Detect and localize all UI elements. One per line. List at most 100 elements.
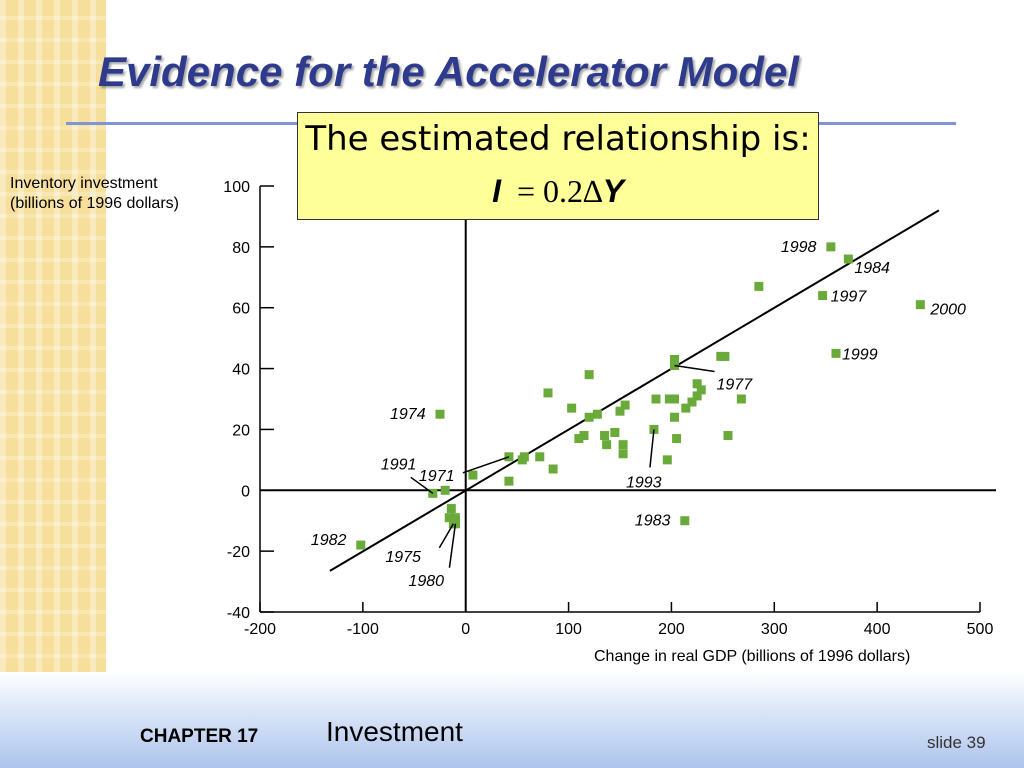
slide-title: Evidence for the Accelerator Model	[98, 48, 799, 95]
fit-line	[329, 209, 940, 572]
equation-coefficient: 0.2	[543, 173, 583, 209]
equation-lhs: I	[492, 173, 501, 209]
data-point	[692, 391, 702, 401]
data-point	[450, 513, 460, 523]
data-point	[723, 431, 733, 441]
point-year-label: 1974	[390, 406, 426, 423]
label-leader-line	[410, 476, 434, 494]
data-point	[504, 452, 514, 462]
x-tick-label: -100	[347, 621, 379, 638]
y-tick-label: 80	[232, 240, 250, 257]
data-point	[517, 455, 527, 465]
label-leader-line	[448, 523, 457, 568]
data-point	[579, 431, 589, 441]
data-point	[618, 449, 628, 459]
data-point	[435, 409, 445, 419]
point-year-label: 1999	[842, 346, 878, 363]
x-tick-label: 200	[658, 621, 685, 638]
data-point	[592, 409, 602, 419]
data-point	[618, 440, 628, 450]
data-point	[468, 470, 478, 480]
point-year-label: 1997	[831, 289, 868, 306]
data-point	[567, 403, 577, 413]
data-point	[720, 351, 730, 361]
data-point	[826, 242, 836, 252]
footer-band	[0, 672, 1024, 768]
y-tick-label: 20	[232, 422, 250, 439]
data-point	[446, 504, 456, 514]
point-year-label: 1971	[419, 468, 455, 485]
y-tick-label: 100	[223, 179, 250, 196]
y-axis-label: Inventory investment (billions of 1996 d…	[10, 175, 179, 212]
label-leader-line	[674, 364, 715, 373]
relationship-box: The estimated relationship is: I = 0.2∆Y	[297, 112, 819, 220]
x-tick-label: -200	[244, 621, 276, 638]
data-point	[670, 354, 680, 364]
x-tick-label: 100	[555, 621, 582, 638]
data-point	[736, 394, 746, 404]
data-point	[504, 476, 514, 486]
x-axis-label: Change in real GDP (billions of 1996 dol…	[594, 648, 911, 665]
data-point	[664, 394, 674, 404]
data-point	[843, 254, 853, 264]
data-point	[670, 412, 680, 422]
point-year-label: 1982	[311, 532, 347, 549]
data-point	[687, 397, 697, 407]
data-point	[615, 406, 625, 416]
relationship-text: The estimated relationship is:	[305, 119, 811, 159]
x-tick-label: 0	[461, 621, 470, 638]
point-year-label: 1993	[626, 474, 662, 491]
data-point	[651, 394, 661, 404]
decorative-side-strip	[0, 0, 106, 768]
data-point	[754, 281, 764, 291]
x-tick-label: 300	[761, 621, 788, 638]
equation-equals: =	[516, 173, 535, 209]
x-tick-label: 500	[967, 621, 994, 638]
point-year-label: 2000	[929, 302, 966, 319]
data-point	[818, 291, 828, 301]
label-leader-line	[438, 523, 455, 549]
data-point	[584, 370, 594, 380]
y-tick-label: 0	[241, 483, 250, 500]
data-point	[356, 540, 366, 550]
point-year-label: 1998	[781, 239, 817, 256]
data-point	[692, 379, 702, 389]
data-point	[831, 348, 841, 358]
data-point	[672, 434, 682, 444]
data-point	[680, 516, 690, 526]
point-year-label: 1975	[385, 549, 421, 566]
data-point	[610, 427, 620, 437]
data-point	[602, 440, 612, 450]
chapter-label: CHAPTER 17	[140, 726, 259, 747]
y-tick-label: 60	[232, 301, 250, 318]
point-year-label: 1980	[408, 573, 444, 590]
data-point	[600, 431, 610, 441]
x-tick-label: 400	[864, 621, 891, 638]
equation-rhs: Y	[602, 173, 624, 209]
data-point	[584, 412, 594, 422]
y-tick-label: -40	[227, 605, 250, 622]
point-year-label: 1984	[854, 260, 890, 277]
data-point	[574, 434, 584, 444]
data-point	[543, 388, 553, 398]
data-point	[444, 513, 454, 523]
y-tick-label: 40	[232, 362, 250, 379]
label-leader-line	[649, 429, 655, 468]
data-point	[440, 485, 450, 495]
y-tick-label: -20	[227, 544, 250, 561]
data-point	[670, 394, 680, 404]
equation-delta: ∆	[583, 173, 603, 209]
slide-number: slide 39	[927, 733, 986, 752]
label-leader-line	[462, 456, 510, 474]
point-year-label: 1991	[381, 456, 417, 473]
data-point	[662, 455, 672, 465]
relationship-equation: I = 0.2∆Y	[298, 173, 818, 210]
data-point	[548, 464, 558, 474]
data-point	[696, 385, 706, 395]
data-point	[915, 300, 925, 310]
data-point	[620, 400, 630, 410]
data-point	[535, 452, 545, 462]
data-point	[681, 403, 691, 413]
point-year-label: 1977	[717, 377, 754, 394]
chapter-topic: Investment	[326, 716, 463, 747]
